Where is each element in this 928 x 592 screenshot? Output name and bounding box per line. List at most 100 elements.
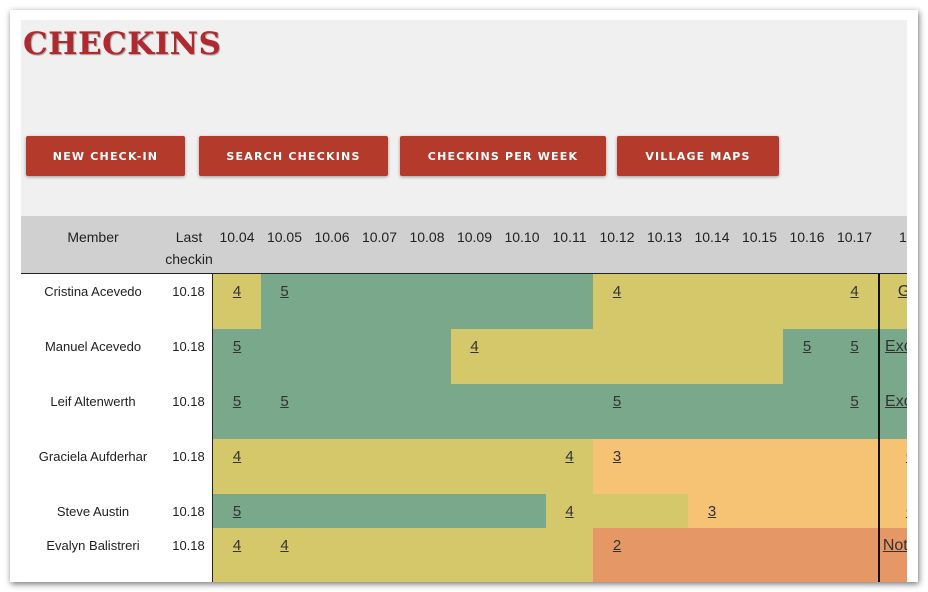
checkin-cell [783,274,831,329]
checkin-cell [546,528,593,582]
checkin-cell [688,329,736,384]
member-name: Manuel Acevedo [21,329,165,384]
checkin-cell [593,329,641,384]
checkin-cell: 5 [831,384,878,439]
checkin-cell [688,439,736,494]
checkin-cell [831,528,878,582]
checkin-cell [641,384,688,439]
checkin-score-link[interactable]: 5 [280,283,289,300]
checkin-cell: 4 [546,439,593,494]
checkin-cell [783,384,831,439]
checkin-cell: 5 [831,329,878,384]
checkin-score-link[interactable]: 4 [612,283,622,300]
status-cell: Excellent [878,384,907,439]
status-link[interactable]: OK [906,501,907,522]
app-window: CHECKINS NEW CHECK-IN SEARCH CHECKINS CH… [10,10,918,582]
checkin-cell [403,329,451,384]
last-checkin: 10.18 [165,384,213,439]
checkin-score-link[interactable]: 5 [232,503,242,520]
status-cell: Excellent [878,329,907,384]
checkin-score-link[interactable]: 5 [850,393,859,410]
checkin-cell [593,494,641,528]
checkin-score-link[interactable]: 3 [707,503,717,520]
checkin-cell [736,439,783,494]
checkin-cell [356,439,403,494]
column-header: Member [21,216,165,274]
checkin-cell [641,494,688,528]
checkin-score-link[interactable]: 4 [470,338,479,355]
status-link[interactable]: Good [897,283,907,300]
column-header: 10.04 [213,216,261,274]
checkin-cell: 2 [593,528,641,582]
column-header: 10.18 [878,216,907,274]
checkin-score-link[interactable]: 5 [802,338,812,355]
checkin-score-link[interactable]: 4 [850,283,859,300]
checkin-cell [641,439,688,494]
checkin-score-link[interactable]: 5 [612,393,622,410]
checkin-score-link[interactable]: 5 [232,338,242,355]
checkin-score-link[interactable]: 4 [280,537,289,554]
status-cell: Not Great [878,528,907,582]
checkin-cell [356,494,403,528]
checkin-score-link[interactable]: 5 [850,338,859,355]
status-cell: Good [878,274,907,329]
checkin-score-link[interactable]: 4 [232,448,242,465]
checkin-score-link[interactable]: 4 [232,283,242,300]
checkin-cell: 5 [213,384,261,439]
checkin-cell [736,528,783,582]
checkin-score-link[interactable]: 3 [612,448,622,465]
status-link[interactable]: OK [906,446,907,467]
checkin-cell [736,329,783,384]
checkin-cell [356,384,403,439]
checkin-cell [498,494,546,528]
column-header: 10.17 [831,216,878,274]
column-header: 10.06 [308,216,356,274]
member-name: Graciela Aufderhar [21,439,165,494]
checkin-cell [356,528,403,582]
status-link[interactable]: Not Great [882,537,907,554]
search-checkins-button[interactable]: SEARCH CHECKINS [199,136,388,176]
checkin-cell [546,329,593,384]
checkin-cell [688,384,736,439]
status-link[interactable]: Excellent [885,338,907,355]
checkin-cell [261,329,308,384]
page-title: CHECKINS [23,26,222,62]
checkin-score-link[interactable]: 5 [232,393,242,410]
last-checkin: 10.18 [165,528,213,582]
status-cell: OK [878,439,907,494]
checkin-cell: 5 [213,329,261,384]
checkin-cell [546,274,593,329]
checkin-score-link[interactable]: 4 [565,503,574,520]
status-cell: OK [878,494,907,528]
last-checkin: 10.18 [165,329,213,384]
checkin-cell: 5 [213,494,261,528]
checkins-per-week-button[interactable]: CHECKINS PER WEEK [400,136,606,176]
checkin-cell: 5 [783,329,831,384]
checkin-cell: 4 [593,274,641,329]
column-header: 10.09 [451,216,498,274]
checkin-cell [546,384,593,439]
checkin-cell [308,528,356,582]
status-link[interactable]: Excellent [885,393,907,410]
checkin-cell [261,494,308,528]
checkin-score-link[interactable]: 4 [232,537,242,554]
checkin-score-link[interactable]: 2 [612,537,622,554]
checkin-cell [498,274,546,329]
checkin-cell [641,329,688,384]
checkin-score-link[interactable]: 4 [565,448,574,465]
checkin-cell: 4 [213,439,261,494]
checkin-score-link[interactable]: 5 [280,393,289,410]
checkin-cell [451,274,498,329]
checkin-cell [403,439,451,494]
checkin-cell [641,274,688,329]
checkin-cell [498,439,546,494]
checkins-table: Member Last checkin 10.04 10.05 10.06 10.07 10… [21,216,907,582]
checkin-cell: 5 [593,384,641,439]
new-checkin-button[interactable]: NEW CHECK-IN [26,136,185,176]
checkin-cell [451,494,498,528]
member-name: Evalyn Balistreri [21,528,165,582]
column-header: 10.15 [736,216,783,274]
checkin-cell [308,384,356,439]
checkin-cell [498,384,546,439]
village-maps-button[interactable]: VILLAGE MAPS [617,136,779,176]
